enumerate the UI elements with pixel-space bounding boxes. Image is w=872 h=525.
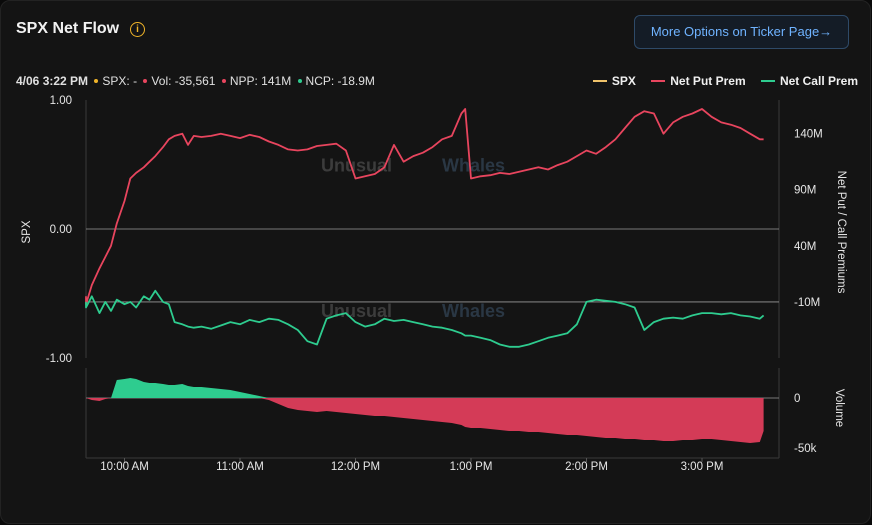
right-tick-label: -10M [794,297,820,309]
stats-spx: SPX: - [102,74,138,88]
right-tick-label: 90M [794,185,816,197]
volume-axis-label: Volume [833,389,845,427]
x-tick-label: 11:00 AM [216,461,264,473]
info-icon[interactable]: i [130,22,145,37]
left-tick-label: -1.00 [46,353,72,365]
legend-swatch-spx [592,79,607,82]
volume-tick-label: 0 [794,393,800,405]
page-title: SPX Net Flow [16,20,120,37]
npp-dot [221,78,226,83]
series-net-put-prem [85,108,764,306]
legend-item-net-put-prem[interactable]: Net Put Prem [651,74,746,88]
x-tick-label: 12:00 PM [331,461,380,473]
stats-bar: 4/06 3:22 PM SPX: - Vol: -35,561 NPP: 14… [16,74,375,88]
x-tick-label: 10:00 AM [100,461,149,473]
series-net-call-prem [85,289,765,348]
legend-label-spx: SPX [611,74,636,88]
x-tick-label: 3:00 PM [681,461,724,473]
legend-swatch-net-call-prem [760,79,775,82]
more-options-button[interactable]: More Options on Ticker Page→ [634,15,849,49]
legend-item-spx[interactable]: SPX [592,74,636,88]
watermark-word2-0: Whales [442,155,505,175]
left-axis-label: SPX [21,220,33,243]
legend-label-net-call-prem: Net Call Prem [779,74,858,88]
vol-dot [143,78,148,83]
volume-positive-area [86,378,764,398]
stats-time: 4/06 3:22 PM [16,74,89,88]
chart-legend: SPX Net Put Prem Net Call Prem [581,74,858,88]
x-tick-label: 2:00 PM [565,461,608,473]
legend-label-net-put-prem: Net Put Prem [670,74,746,88]
volume-tick-label: -50k [794,443,817,455]
watermark-word1-1: Unusual [321,301,392,321]
volume-negative-area [86,398,764,443]
left-tick-label: 0.00 [50,224,72,236]
x-tick-label: 1:00 PM [450,461,493,473]
spx-dot [94,78,99,83]
legend-item-net-call-prem[interactable]: Net Call Prem [760,74,858,88]
ncp-dot [297,78,302,83]
right-axis-label: Net Put / Call Premiums [835,171,847,294]
left-tick-label: 1.00 [50,95,72,107]
stats-ncp: NCP: -18.9M [305,74,375,88]
stats-vol: Vol: -35,561 [151,74,216,88]
legend-swatch-net-put-prem [651,79,666,82]
watermark-word1-0: Unusual [321,155,392,175]
stats-npp: NPP: 141M [229,74,292,88]
right-tick-label: 40M [794,241,816,253]
right-tick-label: 140M [794,129,823,141]
watermark-word2-1: Whales [442,301,505,321]
